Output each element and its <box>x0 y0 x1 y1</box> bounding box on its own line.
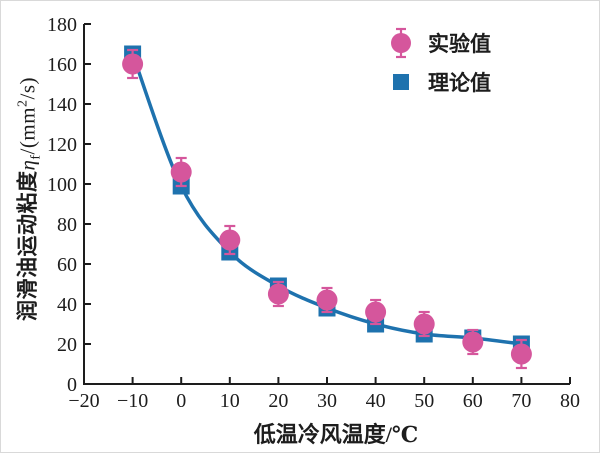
legend: 实验值 理论值 <box>388 25 491 97</box>
y-tick-label: 20 <box>57 334 77 356</box>
x-tick-label: 80 <box>560 390 580 412</box>
legend-item-experimental: 实验值 <box>388 25 491 61</box>
exp-point <box>510 343 532 365</box>
legend-label-experimental: 实验值 <box>428 32 491 56</box>
legend-label-theoretical: 理论值 <box>428 71 491 95</box>
legend-item-theoretical: 理论值 <box>388 67 491 97</box>
exp-point <box>462 331 484 353</box>
y-axis-unit-exponent: 2 <box>15 99 31 107</box>
eta-symbol: η <box>15 159 40 171</box>
x-tick-label: 70 <box>511 390 531 412</box>
y-tick-label: 180 <box>47 14 77 36</box>
exp-point <box>413 313 435 335</box>
x-tick-label: 10 <box>220 390 240 412</box>
exp-point <box>219 229 241 251</box>
exp-point <box>267 283 289 305</box>
y-tick-label: 160 <box>47 54 77 76</box>
y-axis-label: 润滑油运动粘度ηf/(mm2/s) <box>11 77 44 321</box>
exp-point <box>316 289 338 311</box>
x-tick-label: −10 <box>117 390 148 412</box>
y-axis-label-text: 润滑油运动粘度 <box>15 170 40 322</box>
x-tick-label: 40 <box>366 390 386 412</box>
y-tick-label: 100 <box>47 174 77 196</box>
exp-point <box>365 301 387 323</box>
experimental-marker-icon <box>391 27 411 59</box>
y-tick-label: 80 <box>57 214 77 236</box>
x-axis-label: 低温冷风温度/℃ <box>253 422 419 447</box>
y-tick-label: 0 <box>67 374 77 396</box>
eta-subscript: f <box>28 154 44 160</box>
axes <box>83 24 570 385</box>
x-tick-label: 0 <box>176 390 186 412</box>
x-tick-label: 20 <box>268 390 288 412</box>
x-tick-label: 50 <box>414 390 434 412</box>
theoretical-marker-icon <box>393 74 409 90</box>
y-tick-label: 40 <box>57 294 77 316</box>
exp-point <box>170 161 192 183</box>
y-axis-unit-open: /(mm <box>15 106 40 155</box>
x-tick-label: 30 <box>317 390 337 412</box>
exp-point <box>122 53 144 75</box>
y-tick-label: 60 <box>57 254 77 276</box>
y-tick-label: 120 <box>47 134 77 156</box>
x-tick-label: −20 <box>68 390 99 412</box>
y-tick-label: 140 <box>47 94 77 116</box>
x-tick-label: 60 <box>463 390 483 412</box>
y-axis-unit-close: /s) <box>15 76 40 100</box>
